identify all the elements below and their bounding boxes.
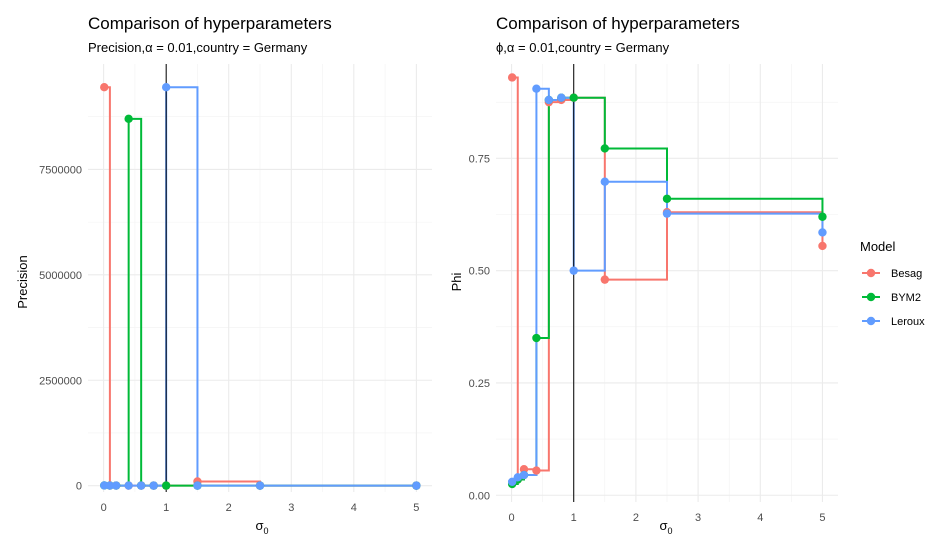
left-subtitle-part-6: Germany — [254, 40, 308, 55]
left-series-line-leroux — [104, 86, 417, 487]
left-y-tick-label: 7500000 — [39, 164, 82, 176]
left-subtitle-part-4: ,country — [193, 40, 240, 55]
left-y-tick-label: 2500000 — [39, 375, 82, 387]
right-y-tick-label: 0.25 — [469, 378, 490, 390]
left-point-leroux — [255, 481, 265, 490]
right-subtitle-part-6: Germany — [616, 40, 670, 55]
right-point-leroux — [507, 477, 517, 486]
right-x-axis-main: σ — [659, 518, 667, 533]
right-point-leroux — [600, 177, 610, 186]
left-y-axis-title: Precision — [15, 255, 30, 308]
left-x-tick-label: 5 — [413, 502, 419, 514]
right-point-bym2 — [818, 212, 827, 221]
left-chart-subtitle: Precision,α = 0.01,country = Germany — [88, 40, 308, 55]
legend-key-point-bym2 — [866, 292, 876, 302]
left-point-leroux — [136, 481, 146, 490]
legend-label-bym2: BYM2 — [891, 292, 921, 304]
left-series-line-bym2 — [104, 117, 417, 487]
right-subtitle-part-0: ϕ, — [496, 40, 507, 55]
right-y-axis-title: Phi — [449, 272, 464, 291]
left-y-tick-label: 0 — [76, 481, 82, 493]
right-x-tick-label: 0 — [508, 512, 514, 524]
left-point-leroux — [124, 481, 133, 490]
left-point-besag — [100, 82, 109, 92]
left-chart-title: Comparison of hyperparameters — [88, 14, 332, 33]
right-series-line-besag — [512, 76, 824, 481]
left-series-line-besag — [104, 86, 418, 487]
legend-title: Model — [860, 239, 896, 254]
right-point-besag — [519, 465, 529, 474]
right-plot: 0 1 2 3 4 5 0.00 0.25 0.50 0.75 — [469, 64, 838, 524]
left-point-bym2 — [124, 114, 133, 124]
right-y-tick-label: 0.50 — [469, 266, 490, 278]
right-subtitle-part-2: = — [514, 40, 529, 55]
right-point-besag — [532, 466, 541, 475]
left-x-axis-title: σ0 — [255, 518, 268, 536]
right-x-tick-label: 3 — [695, 512, 701, 524]
left-plot: 0 1 2 3 4 5 0 2500000 5000000 7500000 — [39, 64, 432, 514]
right-chart-title: Comparison of hyperparameters — [496, 14, 740, 33]
right-y-tick-label: 0.75 — [469, 153, 490, 165]
left-x-tick-label: 1 — [163, 502, 169, 514]
left-y-tick-label: 5000000 — [39, 270, 82, 282]
right-point-bym2 — [569, 93, 578, 102]
right-point-leroux — [818, 228, 827, 237]
left-point-leroux — [161, 82, 171, 92]
right-point-besag — [507, 73, 517, 82]
left-point-leroux — [193, 481, 202, 490]
right-subtitle-part-1: α — [507, 40, 515, 55]
left-x-tick-label: 0 — [101, 502, 107, 514]
left-subtitle-part-5: = — [239, 40, 254, 55]
right-point-bym2 — [532, 333, 541, 343]
left-point-leroux — [412, 481, 421, 490]
right-subtitle-part-5: = — [601, 40, 616, 55]
right-x-tick-label: 4 — [757, 512, 763, 524]
right-point-besag — [600, 275, 610, 284]
right-x-axis-title: σ0 — [659, 518, 672, 536]
right-chart-subtitle: ϕ,α = 0.01,country = Germany — [496, 40, 670, 55]
right-subtitle-part-3: 0.01 — [529, 40, 554, 55]
left-subtitle-part-3: 0.01 — [167, 40, 192, 55]
legend-label-leroux: Leroux — [891, 316, 925, 328]
right-x-tick-label: 5 — [819, 512, 825, 524]
legend-key-point-besag — [866, 268, 876, 278]
right-y-tick-label: 0.00 — [469, 490, 490, 502]
legend-label-besag: Besag — [891, 268, 922, 280]
legend: Model Besag BYM2 Leroux — [860, 239, 925, 328]
right-point-bym2 — [662, 194, 672, 203]
left-point-leroux — [105, 481, 115, 490]
right-point-bym2 — [600, 144, 610, 153]
left-point-leroux — [149, 481, 158, 490]
right-point-leroux — [569, 266, 578, 275]
right-x-axis-sub: 0 — [668, 526, 673, 536]
left-subtitle-part-1: α — [145, 40, 153, 55]
right-point-besag — [818, 241, 827, 251]
left-x-axis-sub: 0 — [264, 526, 269, 536]
left-point-bym2 — [161, 481, 171, 490]
right-point-leroux — [662, 209, 672, 218]
right-point-leroux — [532, 84, 541, 93]
right-point-leroux — [544, 95, 554, 105]
right-point-leroux — [519, 470, 529, 480]
left-point-leroux — [111, 481, 121, 490]
legend-key-point-leroux — [866, 316, 876, 326]
left-x-axis-main: σ — [255, 518, 263, 533]
right-x-tick-label: 1 — [571, 512, 577, 524]
left-x-tick-label: 2 — [226, 502, 232, 514]
right-point-leroux — [557, 93, 566, 102]
left-subtitle-part-2: = — [153, 40, 168, 55]
right-subtitle-part-4: ,country — [555, 40, 602, 55]
left-subtitle-part-0: Precision, — [88, 40, 145, 55]
right-x-tick-label: 2 — [633, 512, 639, 524]
left-x-tick-label: 3 — [288, 502, 294, 514]
right-series-line-bym2 — [512, 96, 824, 486]
left-x-tick-label: 4 — [351, 502, 357, 514]
